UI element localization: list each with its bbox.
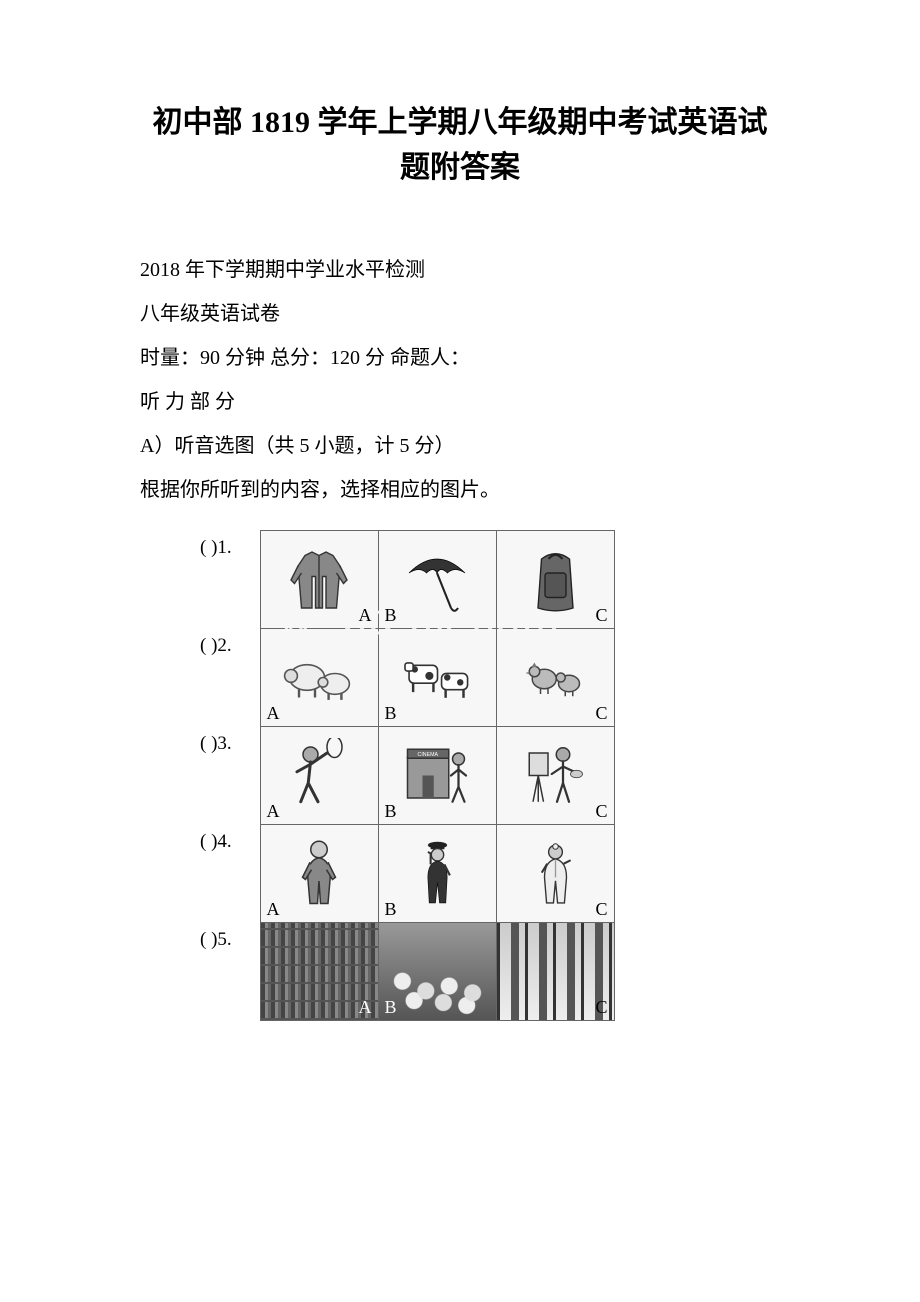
option-cell-5b: B xyxy=(378,923,496,1021)
page-title: 初中部 1819 学年上学期八年级期中考试英语试 题附答案 xyxy=(100,100,820,190)
table-row: ( )4. A B C xyxy=(200,825,614,923)
option-cell-5a: A xyxy=(260,923,378,1021)
image-options-grid: ( )1. A B C ( )2. A xyxy=(200,530,615,1021)
paragraph-section-a: A）听音选图（共 5 小题，计 5 分） xyxy=(100,426,820,466)
option-letter: B xyxy=(385,997,397,1018)
option-cell-1a: A xyxy=(260,531,378,629)
title-line1: 初中部 1819 学年上学期八年级期中考试英语试 xyxy=(153,106,768,139)
option-letter: B xyxy=(385,605,397,626)
option-letter: A xyxy=(267,703,280,724)
option-letter: A xyxy=(267,801,280,822)
option-letter: A xyxy=(359,605,372,626)
option-letter: C xyxy=(595,703,607,724)
option-letter: C xyxy=(595,605,607,626)
option-letter: A xyxy=(267,899,280,920)
option-cell-5c: C xyxy=(496,923,614,1021)
option-cell-3c: C xyxy=(496,727,614,825)
question-label: ( )4. xyxy=(200,825,260,923)
option-cell-4c: C xyxy=(496,825,614,923)
title-line2: 题附答案 xyxy=(400,151,520,184)
option-letter: B xyxy=(385,801,397,822)
table-row: ( )3. A CINEMA B C xyxy=(200,727,614,825)
option-cell-1b: B xyxy=(378,531,496,629)
option-cell-3a: A xyxy=(260,727,378,825)
paragraph-instruction: 根据你所听到的内容，选择相应的图片。 xyxy=(100,470,820,510)
option-cell-1c: C xyxy=(496,531,614,629)
option-cell-4b: B xyxy=(378,825,496,923)
option-letter: C xyxy=(595,997,607,1018)
table-row: ( )2. A B C xyxy=(200,629,614,727)
option-cell-3b: CINEMA B xyxy=(378,727,496,825)
option-letter: C xyxy=(595,899,607,920)
option-cell-4a: A xyxy=(260,825,378,923)
paragraph-exam-term: 2018 年下学期期中学业水平检测 xyxy=(100,250,820,290)
option-cell-2a: A xyxy=(260,629,378,727)
question-label: ( )3. xyxy=(200,727,260,825)
question-label: ( )5. xyxy=(200,923,260,1021)
option-letter: A xyxy=(359,997,372,1018)
paragraph-listening-section: 听 力 部 分 xyxy=(100,382,820,422)
option-letter: B xyxy=(385,703,397,724)
option-cell-2c: C xyxy=(496,629,614,727)
question-label: ( )2. xyxy=(200,629,260,727)
table-row: ( )1. A B C xyxy=(200,531,614,629)
option-letter: C xyxy=(595,801,607,822)
question-label: ( )1. xyxy=(200,531,260,629)
table-row: ( )5. A B C xyxy=(200,923,614,1021)
option-letter: B xyxy=(385,899,397,920)
paragraph-duration: 时量：90 分钟 总分：120 分 命题人： xyxy=(100,338,820,378)
svg-text:CINEMA: CINEMA xyxy=(417,752,438,758)
paragraph-subject: 八年级英语试卷 xyxy=(100,294,820,334)
option-cell-2b: B xyxy=(378,629,496,727)
